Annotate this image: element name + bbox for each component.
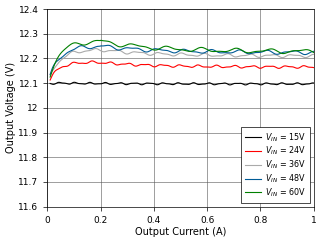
$V_{IN}$ = 24V (306, 65, 310, 68)
$V_{IN}$ = 36V (174, 54, 178, 57)
$V_{IN}$ = 48V (205, 50, 209, 52)
Line: $V_{IN}$ = 15V: $V_{IN}$ = 15V (50, 82, 314, 85)
$V_{IN}$ = 48V (106, 44, 110, 47)
$V_{IN}$ = 24V (48, 78, 52, 81)
$V_{IN}$ = 24V (174, 65, 178, 68)
$V_{IN}$ = 24V (265, 65, 269, 68)
Line: $V_{IN}$ = 24V: $V_{IN}$ = 24V (50, 61, 314, 80)
$V_{IN}$ = 60V (265, 49, 269, 52)
$V_{IN}$ = 36V (94, 47, 98, 50)
$V_{IN}$ = 36V (306, 56, 310, 59)
$V_{IN}$ = 36V (312, 53, 316, 56)
$V_{IN}$ = 15V (243, 84, 247, 87)
$V_{IN}$ = 48V (312, 50, 316, 53)
$V_{IN}$ = 15V (174, 82, 178, 85)
$V_{IN}$ = 36V (48, 74, 52, 77)
$V_{IN}$ = 15V (175, 81, 179, 84)
$V_{IN}$ = 60V (312, 51, 316, 54)
$V_{IN}$ = 24V (175, 64, 179, 67)
$V_{IN}$ = 60V (175, 48, 179, 51)
$V_{IN}$ = 15V (205, 82, 209, 85)
$V_{IN}$ = 15V (72, 81, 76, 84)
$V_{IN}$ = 36V (191, 54, 195, 57)
$V_{IN}$ = 24V (191, 66, 195, 69)
Line: $V_{IN}$ = 48V: $V_{IN}$ = 48V (50, 45, 314, 74)
Line: $V_{IN}$ = 36V: $V_{IN}$ = 36V (50, 49, 314, 75)
$V_{IN}$ = 48V (174, 51, 178, 54)
$V_{IN}$ = 48V (48, 73, 52, 76)
$V_{IN}$ = 60V (205, 48, 209, 51)
$V_{IN}$ = 60V (306, 48, 310, 51)
$V_{IN}$ = 60V (48, 76, 52, 78)
$V_{IN}$ = 15V (306, 83, 310, 86)
$V_{IN}$ = 48V (306, 52, 310, 55)
$V_{IN}$ = 15V (312, 81, 316, 84)
$V_{IN}$ = 48V (175, 51, 179, 53)
$V_{IN}$ = 60V (191, 49, 195, 52)
$V_{IN}$ = 24V (90, 60, 94, 62)
$V_{IN}$ = 60V (99, 39, 103, 42)
$V_{IN}$ = 24V (205, 66, 209, 69)
$V_{IN}$ = 24V (312, 66, 316, 69)
X-axis label: Output Current (A): Output Current (A) (135, 227, 226, 237)
$V_{IN}$ = 48V (265, 49, 269, 52)
Y-axis label: Output Voltage (V): Output Voltage (V) (5, 62, 15, 153)
$V_{IN}$ = 36V (205, 53, 209, 56)
$V_{IN}$ = 36V (265, 54, 269, 57)
$V_{IN}$ = 60V (174, 48, 178, 51)
$V_{IN}$ = 48V (191, 50, 195, 53)
$V_{IN}$ = 15V (191, 81, 195, 84)
Line: $V_{IN}$ = 60V: $V_{IN}$ = 60V (50, 40, 314, 77)
$V_{IN}$ = 36V (175, 53, 179, 56)
$V_{IN}$ = 15V (48, 82, 52, 85)
$V_{IN}$ = 15V (265, 81, 269, 84)
Legend: $V_{IN}$ = 15V, $V_{IN}$ = 24V, $V_{IN}$ = 36V, $V_{IN}$ = 48V, $V_{IN}$ = 60V: $V_{IN}$ = 15V, $V_{IN}$ = 24V, $V_{IN}$… (241, 127, 309, 203)
